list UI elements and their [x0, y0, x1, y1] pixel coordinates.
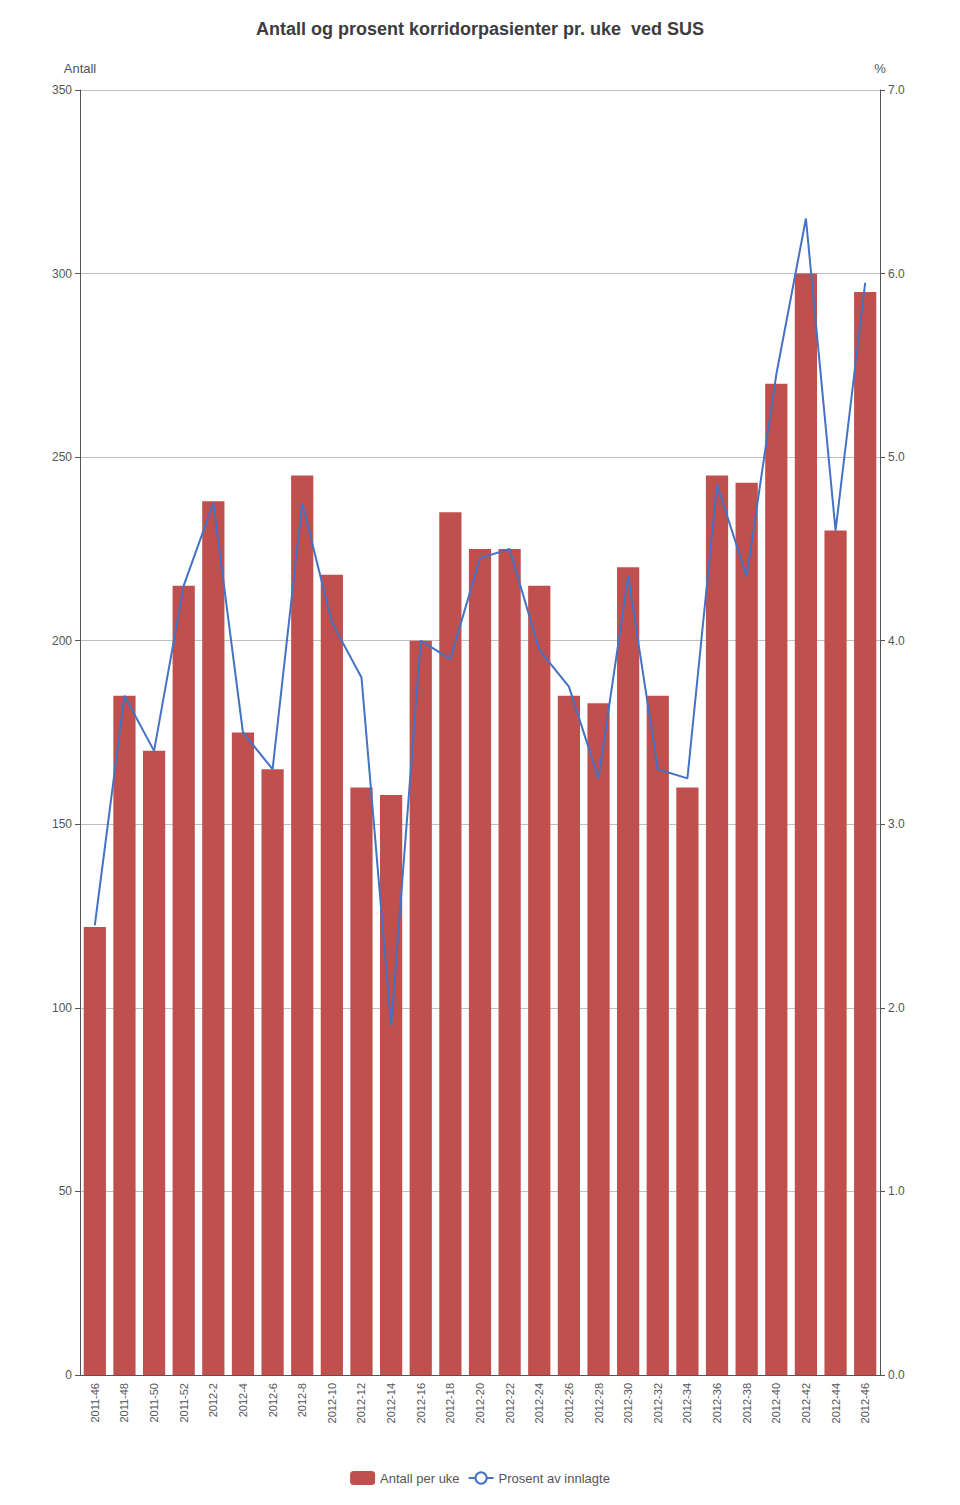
svg-text:100: 100 — [52, 1001, 72, 1015]
svg-text:2012-10: 2012-10 — [326, 1383, 338, 1423]
svg-text:200: 200 — [52, 634, 72, 648]
svg-text:Antall og prosent korridorpasi: Antall og prosent korridorpasienter pr. … — [256, 19, 704, 39]
svg-text:2012-12: 2012-12 — [355, 1383, 367, 1423]
svg-text:2011-50: 2011-50 — [148, 1383, 160, 1423]
svg-text:5.0: 5.0 — [888, 450, 905, 464]
svg-text:250: 250 — [52, 450, 72, 464]
svg-text:2012-40: 2012-40 — [770, 1383, 782, 1423]
svg-text:300: 300 — [52, 267, 72, 281]
svg-text:50: 50 — [59, 1184, 73, 1198]
svg-text:150: 150 — [52, 817, 72, 831]
svg-text:0: 0 — [65, 1368, 72, 1382]
svg-text:2012-34: 2012-34 — [681, 1383, 693, 1423]
svg-text:2.0: 2.0 — [888, 1001, 905, 1015]
svg-text:7.0: 7.0 — [888, 83, 905, 97]
svg-text:2012-6: 2012-6 — [267, 1383, 279, 1417]
svg-text:6.0: 6.0 — [888, 267, 905, 281]
svg-text:4.0: 4.0 — [888, 634, 905, 648]
svg-text:2012-24: 2012-24 — [533, 1383, 545, 1423]
svg-text:2012-42: 2012-42 — [800, 1383, 812, 1423]
svg-text:2012-22: 2012-22 — [504, 1383, 516, 1423]
svg-text:2012-28: 2012-28 — [593, 1383, 605, 1423]
svg-text:%: % — [874, 61, 886, 76]
svg-text:2012-18: 2012-18 — [444, 1383, 456, 1423]
svg-text:2012-8: 2012-8 — [296, 1383, 308, 1417]
svg-text:3.0: 3.0 — [888, 817, 905, 831]
svg-text:1.0: 1.0 — [888, 1184, 905, 1198]
svg-text:350: 350 — [52, 83, 72, 97]
svg-text:2011-48: 2011-48 — [118, 1383, 130, 1423]
svg-text:2012-2: 2012-2 — [207, 1383, 219, 1417]
svg-text:2012-46: 2012-46 — [859, 1383, 871, 1423]
svg-text:Prosent av innlagte: Prosent av innlagte — [499, 1471, 610, 1486]
svg-text:2011-52: 2011-52 — [178, 1383, 190, 1423]
svg-text:2012-36: 2012-36 — [711, 1383, 723, 1423]
svg-text:2012-44: 2012-44 — [830, 1383, 842, 1423]
svg-text:2012-4: 2012-4 — [237, 1383, 249, 1417]
svg-text:0.0: 0.0 — [888, 1368, 905, 1382]
svg-text:2012-14: 2012-14 — [385, 1383, 397, 1423]
svg-text:2012-26: 2012-26 — [563, 1383, 575, 1423]
svg-text:2012-16: 2012-16 — [415, 1383, 427, 1423]
svg-text:2011-46: 2011-46 — [89, 1383, 101, 1423]
svg-text:2012-30: 2012-30 — [622, 1383, 634, 1423]
svg-text:2012-32: 2012-32 — [652, 1383, 664, 1423]
svg-text:Antall per uke: Antall per uke — [380, 1471, 460, 1486]
svg-text:2012-20: 2012-20 — [474, 1383, 486, 1423]
svg-text:2012-38: 2012-38 — [741, 1383, 753, 1423]
svg-text:Antall: Antall — [64, 61, 97, 76]
